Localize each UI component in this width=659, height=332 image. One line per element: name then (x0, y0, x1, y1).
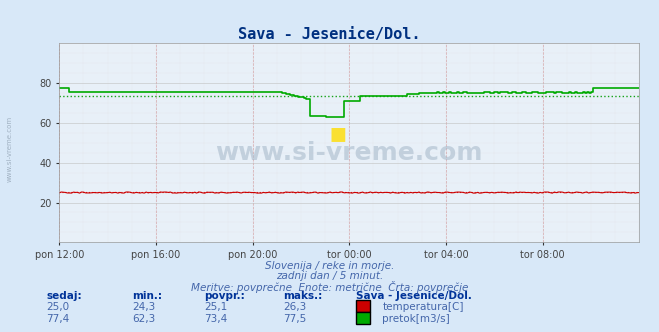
Text: Sava - Jesenice/Dol.: Sava - Jesenice/Dol. (356, 291, 472, 301)
Text: 77,4: 77,4 (46, 314, 69, 324)
Text: Meritve: povprečne  Enote: metrične  Črta: povprečje: Meritve: povprečne Enote: metrične Črta:… (191, 281, 468, 292)
Text: pretok[m3/s]: pretok[m3/s] (382, 314, 450, 324)
Text: 25,0: 25,0 (46, 302, 69, 312)
Text: 26,3: 26,3 (283, 302, 306, 312)
Text: 77,5: 77,5 (283, 314, 306, 324)
Text: sedaj:: sedaj: (46, 291, 82, 301)
Text: www.si-vreme.com: www.si-vreme.com (215, 141, 483, 165)
Text: www.si-vreme.com: www.si-vreme.com (7, 116, 13, 183)
Text: maks.:: maks.: (283, 291, 323, 301)
Text: 25,1: 25,1 (204, 302, 227, 312)
Text: temperatura[C]: temperatura[C] (382, 302, 464, 312)
Text: 24,3: 24,3 (132, 302, 155, 312)
Text: 62,3: 62,3 (132, 314, 155, 324)
Text: ▪: ▪ (328, 119, 347, 147)
Text: min.:: min.: (132, 291, 162, 301)
Text: Slovenija / reke in morje.: Slovenija / reke in morje. (265, 261, 394, 271)
Text: zadnji dan / 5 minut.: zadnji dan / 5 minut. (276, 271, 383, 281)
Text: povpr.:: povpr.: (204, 291, 245, 301)
Text: Sava - Jesenice/Dol.: Sava - Jesenice/Dol. (239, 27, 420, 42)
Text: 73,4: 73,4 (204, 314, 227, 324)
